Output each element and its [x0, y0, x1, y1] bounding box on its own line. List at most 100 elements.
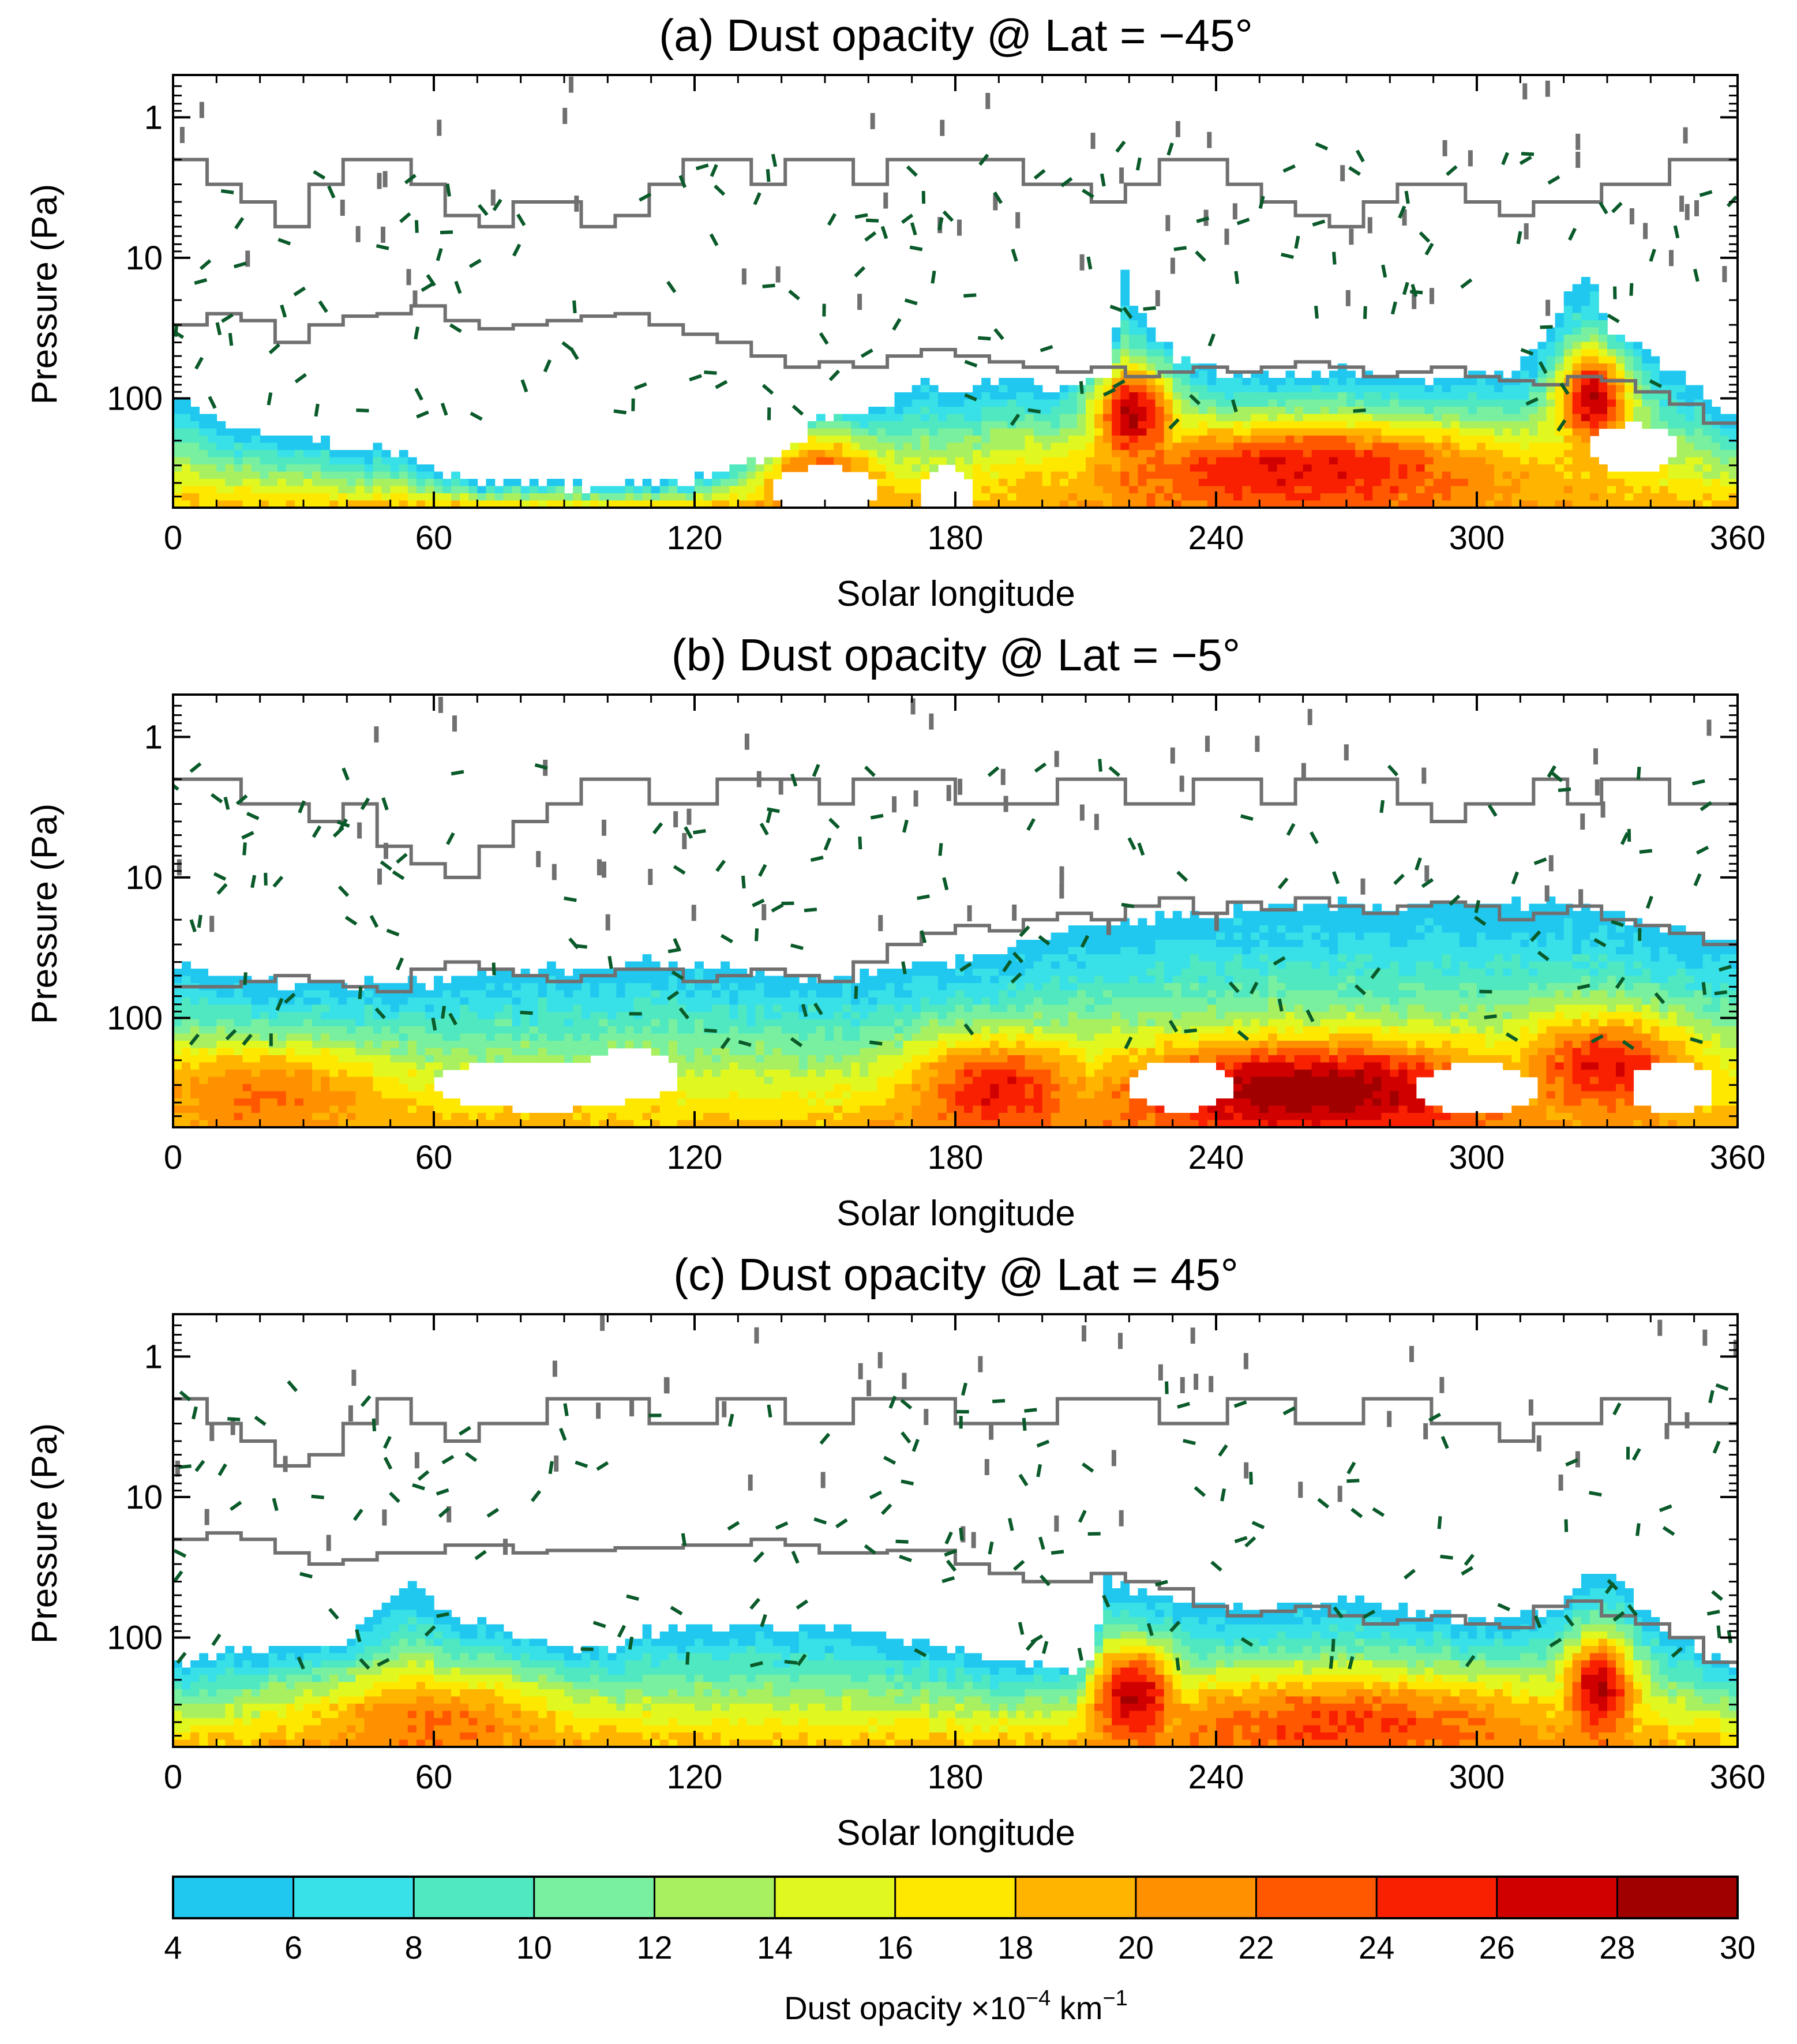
dust-cell: [1303, 493, 1312, 501]
dust-cell: [1042, 969, 1052, 977]
dust-cell: [607, 1120, 617, 1127]
dust-cell: [1242, 471, 1252, 479]
dust-cell: [764, 1091, 774, 1099]
dust-cell: [364, 1048, 374, 1056]
dust-cell: [520, 1113, 530, 1121]
dust-cell: [190, 457, 200, 465]
dust-cell: [1233, 479, 1243, 487]
dust-cell: [1120, 356, 1130, 364]
dust-cell: [1016, 1077, 1026, 1085]
dust-cell: [1103, 450, 1112, 458]
dust-cell: [1511, 428, 1521, 436]
gray-contour-fragment: [355, 226, 361, 242]
dust-cell: [894, 436, 904, 444]
dust-cell: [338, 1012, 348, 1020]
dust-cell: [825, 1120, 834, 1127]
dust-cell: [1086, 1041, 1095, 1049]
dust-cell: [937, 1055, 947, 1063]
dust-cell: [190, 493, 200, 501]
dust-cell: [216, 1105, 226, 1113]
dust-cell: [1529, 436, 1539, 444]
dust-cell: [1076, 464, 1086, 472]
dust-cell: [1711, 479, 1721, 487]
dust-cell: [746, 1091, 756, 1099]
dust-cell: [1694, 450, 1704, 458]
dust-cell: [234, 1098, 243, 1107]
dust-cell: [1103, 493, 1112, 501]
dust-cell: [999, 464, 1008, 472]
dust-cell: [851, 1012, 861, 1020]
dust-cell: [1407, 385, 1417, 393]
dust-cell: [1103, 1012, 1112, 1020]
dust-cell: [225, 1098, 235, 1107]
dust-cell: [1172, 457, 1182, 465]
dust-cell: [894, 1070, 904, 1078]
dust-cell: [1251, 436, 1260, 444]
dust-cell: [703, 1091, 712, 1099]
dust-cell: [303, 479, 313, 487]
green-dashed-contour: [280, 304, 287, 318]
dust-cell: [1633, 407, 1643, 415]
dust-cell: [695, 479, 704, 487]
dust-cell: [668, 1026, 678, 1034]
green-dashed-contour: [1611, 201, 1623, 213]
dust-cell: [329, 1091, 339, 1099]
dust-cell: [1598, 356, 1608, 364]
dust-cell: [886, 990, 895, 998]
dust-cell: [1694, 479, 1704, 487]
dust-cell: [399, 493, 408, 501]
dust-cell: [642, 1004, 652, 1012]
dust-cell: [973, 500, 982, 508]
dust-cell: [208, 1004, 217, 1012]
dust-cell: [1016, 1033, 1026, 1041]
dust-cell: [216, 997, 226, 1006]
dust-cell: [1555, 436, 1565, 444]
dust-cell: [486, 1105, 496, 1113]
green-dashed-contour: [512, 243, 522, 257]
dust-cell: [1294, 436, 1304, 444]
dust-cell: [1285, 464, 1295, 472]
dust-cell: [1485, 500, 1495, 508]
dust-cell: [1216, 399, 1225, 407]
dust-cell: [1016, 1055, 1026, 1063]
dust-cell: [1242, 421, 1252, 429]
dust-cell: [1112, 500, 1121, 508]
dust-cell: [1277, 442, 1286, 451]
dust-cell: [1607, 479, 1616, 487]
gray-contour-fragment: [1643, 223, 1648, 239]
dust-cell: [1711, 436, 1721, 444]
dust-cell: [216, 457, 226, 465]
dust-cell: [1068, 983, 1078, 991]
dust-cell: [294, 997, 304, 1006]
dust-cell: [538, 990, 547, 998]
dust-cell: [790, 1048, 800, 1056]
dust-cell: [225, 1091, 235, 1099]
dust-cell: [746, 493, 756, 501]
dust-cell: [1563, 363, 1573, 372]
dust-cell: [1337, 479, 1347, 487]
dust-cell: [1233, 457, 1243, 465]
dust-cell: [781, 1084, 791, 1092]
dust-cell: [651, 997, 661, 1006]
dust-cell: [1033, 1033, 1043, 1041]
dust-cell: [277, 479, 287, 487]
dust-cell: [1546, 363, 1556, 372]
dust-cell: [1094, 1113, 1104, 1121]
dust-cell: [1546, 342, 1556, 350]
dust-cell: [973, 1084, 982, 1092]
dust-cell: [277, 1120, 287, 1127]
dust-cell: [225, 450, 235, 458]
dust-cell: [886, 457, 895, 465]
dust-cell: [755, 1055, 765, 1063]
dust-cell: [651, 1105, 661, 1113]
dust-cell: [981, 969, 991, 977]
dust-cell: [1294, 450, 1304, 458]
dust-cell: [1555, 349, 1565, 357]
dust-cell: [1120, 291, 1130, 299]
dust-cell: [1337, 436, 1347, 444]
dust-cell: [321, 1048, 330, 1056]
dust-cell: [434, 500, 443, 508]
dust-cell: [903, 1062, 913, 1070]
dust-cell: [1477, 486, 1486, 494]
dust-cell: [590, 990, 600, 998]
